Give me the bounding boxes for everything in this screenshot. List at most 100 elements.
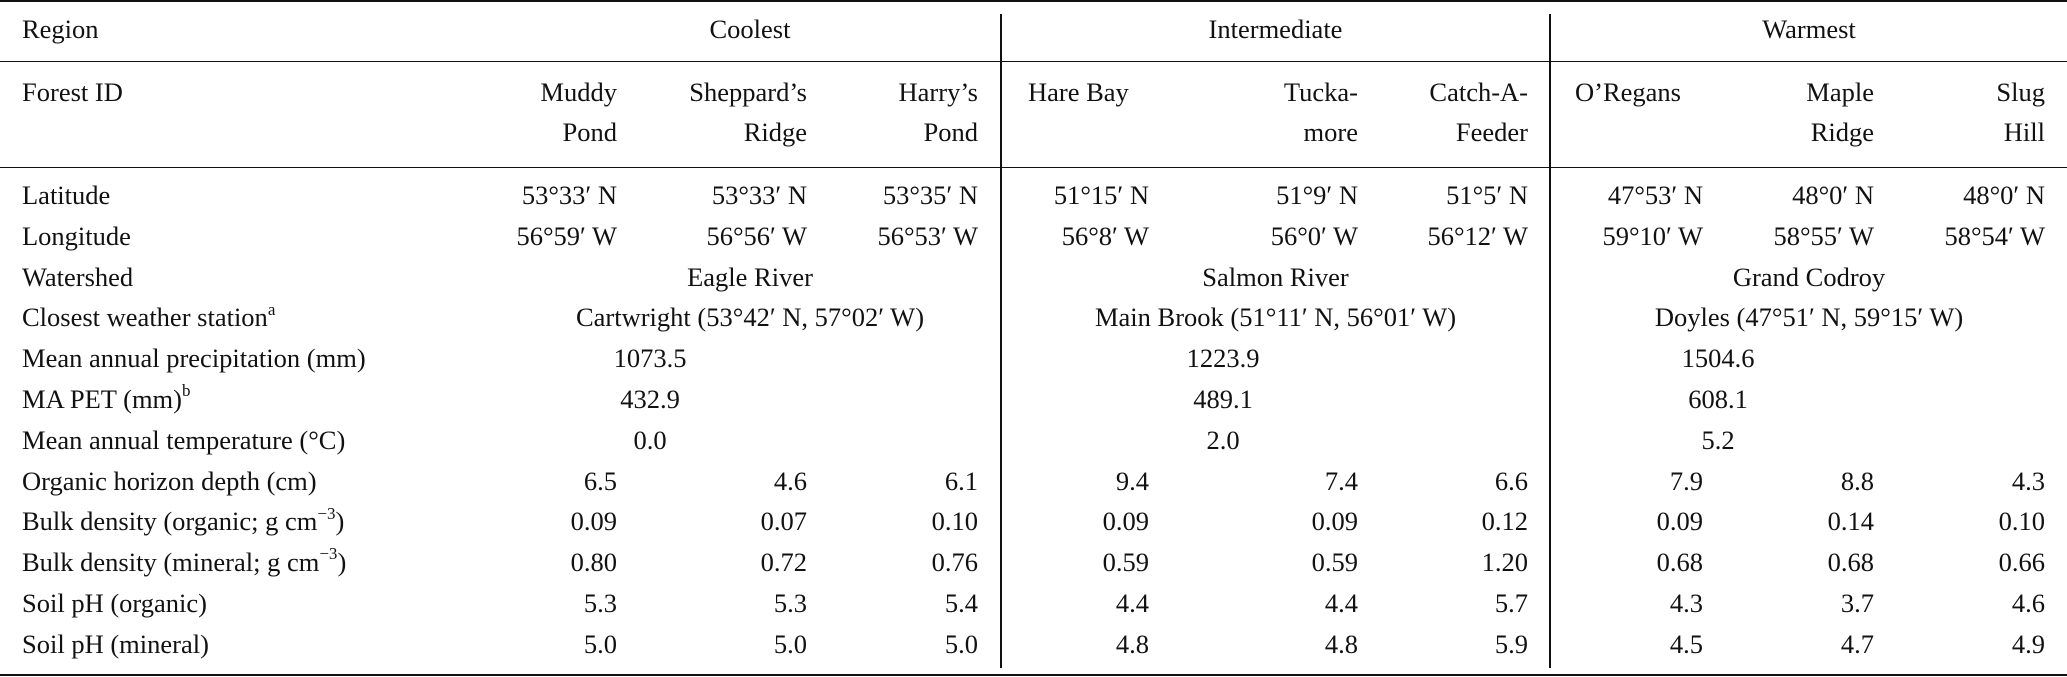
table-cell: 0.12 bbox=[1481, 506, 1528, 537]
bottom-rule bbox=[0, 674, 2067, 676]
table-cell: 6.1 bbox=[944, 465, 978, 496]
row-label: Bulk density (mineral; g cm−3) bbox=[22, 544, 347, 578]
table-cell: 0.14 bbox=[1827, 506, 1874, 537]
forest-header: O’Regans bbox=[1575, 77, 1681, 107]
table-cell: 0.59 bbox=[1311, 547, 1358, 578]
table-cell: 56°12′ W bbox=[1427, 220, 1528, 251]
forest-header: Sheppard’s Ridge bbox=[689, 77, 807, 147]
table-cell: 1504.6 bbox=[1681, 343, 1755, 374]
table-cell: 5.3 bbox=[773, 588, 807, 618]
table-cell: 5.3 bbox=[583, 588, 617, 618]
forest-header: Muddy Pond bbox=[540, 77, 617, 147]
table-cell: 4.8 bbox=[1324, 628, 1358, 659]
table-cell: 51°5′ N bbox=[1446, 180, 1528, 210]
group-header-warmest: Warmest bbox=[1762, 14, 1856, 44]
group-header-intermediate: Intermediate bbox=[1208, 14, 1343, 44]
table-cell: 0.09 bbox=[1311, 506, 1358, 537]
table-cell: 0.59 bbox=[1102, 547, 1149, 578]
table-cell: 56°0′ W bbox=[1270, 220, 1358, 251]
row-label: Closest weather stationa bbox=[22, 299, 276, 333]
table-cell: 432.9 bbox=[620, 384, 680, 414]
table-cell: Eagle River bbox=[687, 261, 813, 292]
table-cell: Doyles (47°51′ N, 59°15′ W) bbox=[1654, 302, 1964, 333]
forest-header: Hare Bay bbox=[1028, 77, 1129, 107]
table-cell: 3.7 bbox=[1840, 588, 1874, 618]
table-cell: 0.80 bbox=[570, 547, 617, 578]
forest-header: Harry’s Pond bbox=[898, 77, 978, 147]
row-label: Bulk density (organic; g cm−3) bbox=[22, 503, 345, 537]
table-cell: 48°0′ N bbox=[1792, 180, 1874, 210]
table-cell: 4.5 bbox=[1669, 628, 1703, 659]
table-cell: 0.07 bbox=[760, 506, 807, 537]
table-cell: 56°53′ W bbox=[877, 220, 978, 251]
row-label: Organic horizon depth (cm) bbox=[22, 465, 317, 496]
row-label: Soil pH (mineral) bbox=[22, 628, 209, 659]
table-cell: 53°33′ N bbox=[711, 180, 807, 210]
table-cell: 4.3 bbox=[2011, 465, 2045, 496]
table-cell: 4.4 bbox=[1115, 588, 1149, 618]
group-separator bbox=[1000, 14, 1002, 668]
table-cell: 489.1 bbox=[1193, 384, 1253, 414]
group-rule bbox=[0, 61, 2067, 62]
table-cell: 51°9′ N bbox=[1276, 180, 1358, 210]
table-cell: 0.10 bbox=[1998, 506, 2045, 537]
table-cell: 53°33′ N bbox=[521, 180, 617, 210]
row-label: Watershed bbox=[22, 261, 134, 292]
table-cell: 58°55′ W bbox=[1773, 220, 1874, 251]
table-cell: 4.6 bbox=[2011, 588, 2045, 618]
table-cell: 4.8 bbox=[1115, 628, 1149, 659]
table-cell: 5.0 bbox=[944, 628, 978, 659]
table-cell: 7.4 bbox=[1324, 465, 1358, 496]
table-cell: 9.4 bbox=[1115, 465, 1149, 496]
table-cell: 5.0 bbox=[583, 628, 617, 659]
header-rule bbox=[0, 167, 2067, 168]
table-cell: 58°54′ W bbox=[1944, 220, 2045, 251]
row-label: Mean annual temperature (°C) bbox=[22, 424, 346, 455]
table-cell: 1223.9 bbox=[1186, 343, 1260, 374]
table-cell: 1.20 bbox=[1481, 547, 1528, 578]
table-cell: 6.5 bbox=[583, 465, 617, 496]
table-cell: 59°10′ W bbox=[1602, 220, 1703, 251]
row-label: Soil pH (organic) bbox=[22, 588, 207, 618]
forest-header: Slug Hill bbox=[1996, 77, 2045, 147]
table-cell: 47°53′ N bbox=[1607, 180, 1703, 210]
table-cell: 4.7 bbox=[1840, 628, 1874, 659]
table-cell: 0.68 bbox=[1827, 547, 1874, 578]
row-label: Longitude bbox=[22, 220, 131, 251]
table-cell: 5.7 bbox=[1494, 588, 1528, 618]
row-label: MA PET (mm)b bbox=[22, 381, 191, 414]
table-cell: 5.2 bbox=[1701, 424, 1735, 455]
table-cell: 2.0 bbox=[1206, 424, 1240, 455]
forest-header: Maple Ridge bbox=[1806, 77, 1874, 147]
table-cell: 0.76 bbox=[931, 547, 978, 578]
table-cell: 0.09 bbox=[1102, 506, 1149, 537]
table-cell: 4.9 bbox=[2011, 628, 2045, 659]
table-cell: 4.4 bbox=[1324, 588, 1358, 618]
table-cell: Salmon River bbox=[1202, 261, 1349, 292]
table-cell: 56°8′ W bbox=[1061, 220, 1149, 251]
table-cell: 0.0 bbox=[633, 424, 667, 455]
table-cell: 5.4 bbox=[944, 588, 978, 618]
top-rule bbox=[0, 0, 2067, 2]
table-cell: Cartwright (53°42′ N, 57°02′ W) bbox=[575, 302, 925, 333]
forest-header: Tucka-more bbox=[1283, 77, 1358, 147]
table-cell: Main Brook (51°11′ N, 56°01′ W) bbox=[1094, 302, 1457, 333]
table-cell: 56°59′ W bbox=[516, 220, 617, 251]
forest-header: Catch-A- Feeder bbox=[1429, 77, 1528, 147]
table-cell: 51°15′ N bbox=[1053, 180, 1149, 210]
row-label: Mean annual precipitation (mm) bbox=[22, 343, 366, 374]
group-separator bbox=[1549, 14, 1551, 668]
table-cell: 0.66 bbox=[1998, 547, 2045, 578]
table-cell: 48°0′ N bbox=[1963, 180, 2045, 210]
table-cell: 8.8 bbox=[1840, 465, 1874, 496]
table-cell: 0.68 bbox=[1656, 547, 1703, 578]
table-cell: 4.3 bbox=[1669, 588, 1703, 618]
forest-id-header: Forest ID bbox=[22, 77, 123, 107]
table-cell: 7.9 bbox=[1669, 465, 1703, 496]
table-cell: 1073.5 bbox=[613, 343, 687, 374]
table-cell: 5.0 bbox=[773, 628, 807, 659]
table-cell: 4.6 bbox=[773, 465, 807, 496]
region-header: Region bbox=[22, 14, 99, 44]
table-cell: 5.9 bbox=[1494, 628, 1528, 659]
